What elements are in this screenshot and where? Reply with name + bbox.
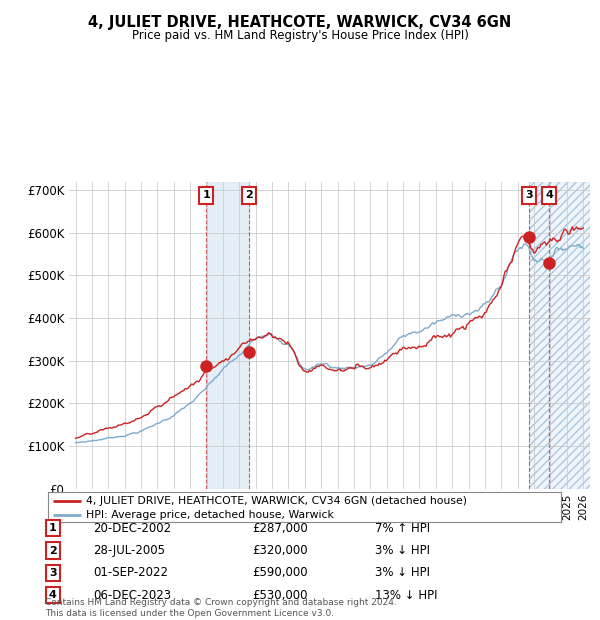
Text: Price paid vs. HM Land Registry's House Price Index (HPI): Price paid vs. HM Land Registry's House … — [131, 29, 469, 42]
Text: 4: 4 — [49, 590, 57, 600]
Text: 20-DEC-2002: 20-DEC-2002 — [93, 522, 171, 534]
Text: 3: 3 — [525, 190, 533, 200]
Text: 4, JULIET DRIVE, HEATHCOTE, WARWICK, CV34 6GN (detached house): 4, JULIET DRIVE, HEATHCOTE, WARWICK, CV3… — [86, 495, 467, 506]
Text: 4, JULIET DRIVE, HEATHCOTE, WARWICK, CV34 6GN: 4, JULIET DRIVE, HEATHCOTE, WARWICK, CV3… — [88, 16, 512, 30]
Text: Contains HM Land Registry data © Crown copyright and database right 2024.
This d: Contains HM Land Registry data © Crown c… — [45, 598, 397, 618]
Text: 01-SEP-2022: 01-SEP-2022 — [93, 567, 168, 579]
Text: 7% ↑ HPI: 7% ↑ HPI — [375, 522, 430, 534]
Text: 4: 4 — [545, 190, 553, 200]
Text: 3% ↓ HPI: 3% ↓ HPI — [375, 567, 430, 579]
Text: 2: 2 — [245, 190, 253, 200]
Text: 06-DEC-2023: 06-DEC-2023 — [93, 589, 171, 601]
Text: 2: 2 — [49, 546, 56, 556]
Bar — [206, 182, 249, 489]
Bar — [529, 182, 590, 489]
Text: 3% ↓ HPI: 3% ↓ HPI — [375, 544, 430, 557]
Text: HPI: Average price, detached house, Warwick: HPI: Average price, detached house, Warw… — [86, 510, 334, 520]
Text: £287,000: £287,000 — [252, 522, 308, 534]
Text: 28-JUL-2005: 28-JUL-2005 — [93, 544, 165, 557]
Text: 1: 1 — [202, 190, 210, 200]
Bar — [529, 182, 590, 489]
Text: 3: 3 — [49, 568, 56, 578]
Text: £320,000: £320,000 — [252, 544, 308, 557]
Text: £530,000: £530,000 — [252, 589, 308, 601]
Text: 13% ↓ HPI: 13% ↓ HPI — [375, 589, 437, 601]
Text: £590,000: £590,000 — [252, 567, 308, 579]
Text: 1: 1 — [49, 523, 56, 533]
